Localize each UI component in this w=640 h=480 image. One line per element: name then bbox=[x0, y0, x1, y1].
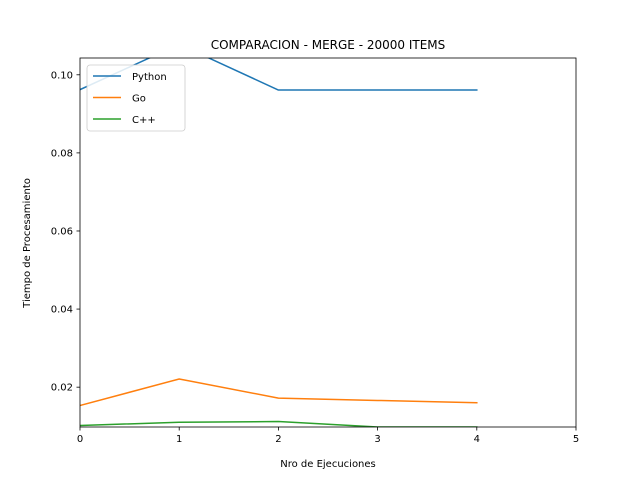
y-tick-label: 0.10 bbox=[51, 70, 73, 81]
x-tick-label: 5 bbox=[573, 434, 579, 445]
x-axis-label: Nro de Ejecuciones bbox=[280, 459, 376, 470]
x-axis-ticks: 0 1 2 3 4 5 bbox=[77, 427, 579, 445]
y-axis-label: Tiempo de Procesamiento bbox=[22, 178, 33, 309]
legend-box bbox=[86, 64, 186, 132]
legend-label: Python bbox=[132, 72, 167, 83]
series-layer bbox=[80, 58, 478, 427]
x-tick-label: 1 bbox=[176, 434, 182, 445]
legend: Python Go C++ bbox=[86, 64, 186, 132]
x-tick-label: 0 bbox=[77, 434, 83, 445]
y-tick-label: 0.04 bbox=[51, 305, 73, 316]
x-tick-label: 3 bbox=[374, 434, 380, 445]
series-line-go bbox=[80, 378, 478, 407]
y-axis-ticks: 0.02 0.04 0.06 0.08 0.10 bbox=[51, 70, 80, 394]
legend-label: Go bbox=[132, 94, 146, 105]
series-line-cplus bbox=[80, 420, 478, 427]
legend-label: C++ bbox=[132, 115, 156, 126]
y-tick-label: 0.08 bbox=[51, 148, 73, 159]
series-line-python bbox=[80, 58, 478, 91]
y-tick-label: 0.06 bbox=[51, 226, 73, 237]
x-tick-label: 2 bbox=[275, 434, 281, 445]
chart-title: COMPARACION - MERGE - 20000 ITEMS bbox=[211, 38, 446, 52]
x-tick-label: 4 bbox=[474, 434, 480, 445]
plot-frame bbox=[79, 57, 577, 428]
y-tick-label: 0.02 bbox=[51, 383, 73, 394]
